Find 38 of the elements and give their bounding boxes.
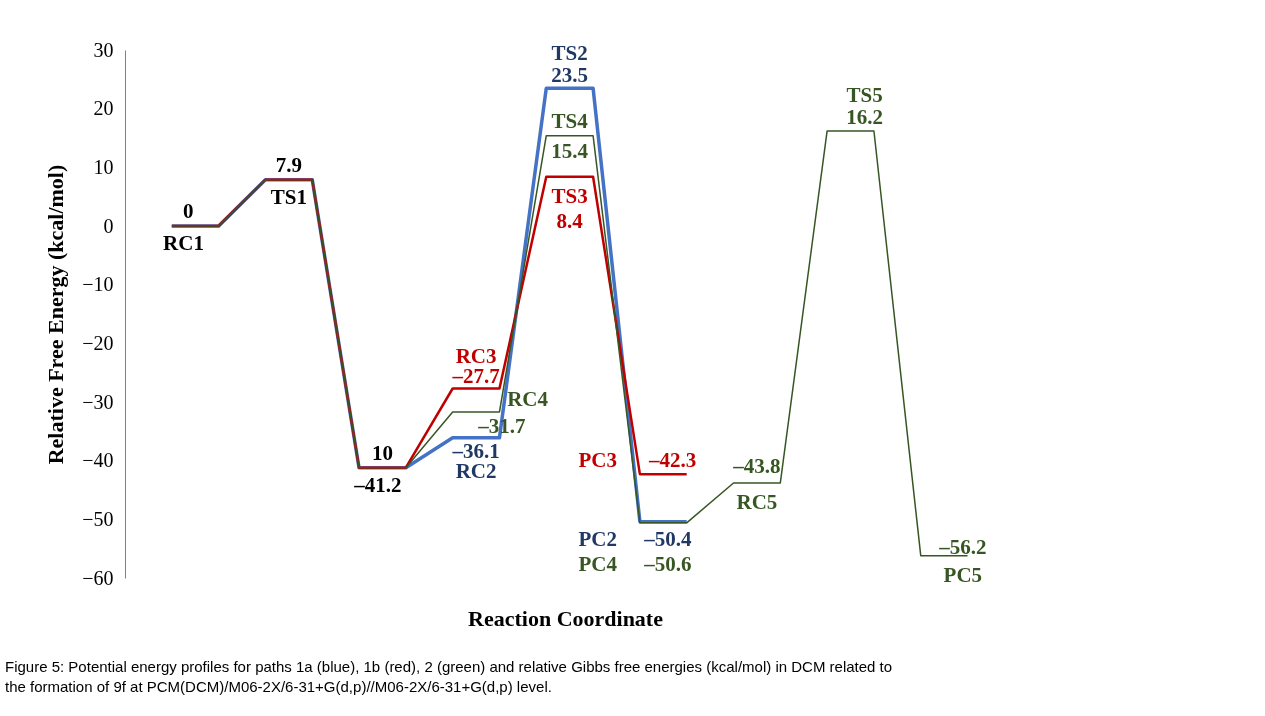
y-tick-label: −50: [82, 507, 114, 530]
annotation: RC1: [163, 231, 204, 255]
y-tick-label: 30: [93, 38, 114, 61]
data-label: –56.2: [938, 534, 987, 559]
annotation: PC4: [578, 551, 618, 576]
y-tick-label: 10: [93, 155, 114, 178]
y-tick-label: −30: [82, 390, 114, 413]
annotation: TS3: [551, 183, 588, 208]
annotation: TS5: [846, 82, 883, 107]
annotation: TS4: [551, 108, 589, 133]
data-label: 23.5: [551, 63, 589, 88]
annotation: PC2: [578, 526, 618, 551]
data-label: 15.4: [551, 138, 589, 163]
data-label: 8.4: [556, 208, 584, 233]
y-tick-label: −40: [82, 449, 114, 472]
annotation: RC4: [507, 386, 549, 411]
data-label: 0: [182, 199, 194, 223]
annotation: 10: [371, 440, 393, 465]
annotation: PC5: [943, 562, 983, 587]
y-tick-label: −10: [82, 273, 114, 296]
data-label: 7.9: [275, 152, 302, 177]
caption: Figure 5: Potential energy profiles for paths 1a (blue), 1b (red), 2 (green) and relative Gibbs free energies (kcal/mol) in DCM related to the formation of 9f at PCM(DCM)/M06-2X/6-31+G(d,p)//M06-2X/6-31+G(d,p) level.: [5, 658, 893, 695]
y-tick-label: −60: [82, 566, 114, 589]
x-axis-title: Reaction Coordinate: [468, 605, 664, 631]
data-label: –41.2: [353, 472, 402, 497]
y-tick-label: −20: [82, 331, 114, 354]
data-label: 16.2: [846, 104, 883, 129]
data-label: –42.3: [648, 448, 697, 473]
annotation: TS1: [270, 184, 307, 209]
data-label: –43.8: [732, 453, 781, 478]
annotation: TS2: [551, 41, 588, 66]
y-tick-label: 20: [93, 97, 114, 120]
data-label: –50.6: [643, 551, 692, 576]
data-label: –50.4: [643, 526, 693, 551]
annotation: PC3: [578, 448, 618, 473]
annotation: RC5: [736, 489, 778, 514]
y-tick-label: 0: [103, 214, 114, 237]
y-axis-title: Relative Free Energy (kcal/mol): [43, 164, 69, 465]
